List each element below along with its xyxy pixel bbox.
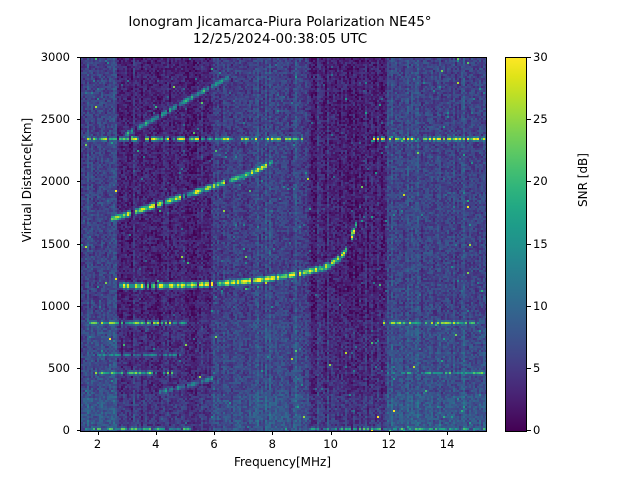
x-axis-label: Frequency[MHz] [233, 455, 332, 469]
x-tick-label: 8 [268, 437, 276, 451]
x-tick-label: 6 [210, 437, 218, 451]
x-tick-label: 4 [152, 437, 160, 451]
ionogram-heatmap-axes [80, 57, 487, 432]
colorbar-tick-mark [527, 57, 531, 58]
colorbar-tick-label: 25 [533, 112, 548, 127]
y-tick-label: 500 [48, 360, 70, 375]
colorbar-tick-mark [527, 243, 531, 245]
colorbar-tick-mark [527, 367, 531, 369]
x-tick-label: 10 [323, 437, 338, 451]
colorbar-tick-label: 15 [533, 236, 548, 251]
y-tick-mark [76, 57, 80, 58]
y-tick-mark [76, 119, 80, 121]
y-tick-mark [76, 305, 80, 307]
colorbar-tick-label: 10 [533, 298, 548, 313]
y-tick-mark [76, 367, 80, 369]
x-tick-mark [447, 431, 449, 435]
colorbar-label: SNR [dB] [576, 153, 590, 207]
colorbar-tick-label: 30 [533, 50, 548, 64]
x-tick-mark [155, 431, 157, 435]
y-tick-mark [76, 243, 80, 245]
y-tick-label: 3000 [40, 50, 70, 64]
y-axis-label: Virtual Distance[Km] [20, 117, 34, 243]
ionogram-heatmap-canvas [81, 58, 486, 431]
y-tick-label: 2000 [40, 174, 70, 189]
x-tick-label: 14 [439, 437, 455, 451]
colorbar-gradient [505, 57, 527, 432]
colorbar-tick-mark [527, 181, 531, 183]
colorbar-tick-label: 0 [533, 423, 541, 437]
colorbar-tick-mark [527, 305, 531, 307]
x-tick-mark [214, 431, 215, 435]
y-tick-label: 2500 [40, 112, 70, 127]
figure-title: Ionogram Jicamarca-Piura Polarization NE… [128, 14, 432, 47]
y-tick-label: 0 [62, 423, 70, 437]
colorbar-tick-mark [527, 430, 531, 431]
colorbar-tick-label: 5 [533, 360, 541, 375]
y-tick-mark [76, 181, 80, 183]
x-tick-mark [97, 431, 99, 435]
colorbar-tick-mark [527, 119, 531, 121]
y-tick-label: 1500 [40, 236, 70, 251]
x-tick-label: 2 [93, 437, 102, 451]
x-tick-label: 12 [381, 437, 397, 451]
y-tick-label: 1000 [40, 298, 70, 313]
colorbar-tick-label: 20 [533, 174, 548, 189]
y-tick-mark [76, 430, 80, 431]
x-tick-mark [388, 431, 390, 435]
x-tick-mark [272, 431, 274, 435]
x-tick-mark [330, 431, 332, 435]
